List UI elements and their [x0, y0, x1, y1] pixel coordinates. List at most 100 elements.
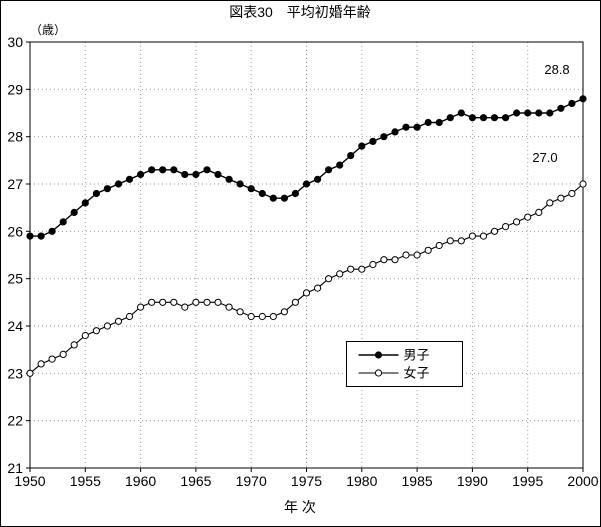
data-point [457, 237, 465, 245]
y-tick-label: 29 [7, 81, 23, 97]
data-point [302, 289, 311, 297]
data-point [502, 223, 510, 231]
x-tick-label: 1995 [512, 473, 543, 489]
annotations: 28.8 27.0 [532, 62, 569, 165]
legend-label: 女子 [404, 366, 430, 381]
data-point [579, 180, 587, 188]
data-series [26, 95, 587, 377]
data-point [170, 298, 178, 306]
data-point [214, 298, 222, 306]
data-point [490, 114, 499, 122]
data-point [203, 166, 211, 174]
x-tick-label: 1950 [14, 473, 45, 489]
data-point [269, 312, 277, 321]
data-point [258, 312, 266, 321]
legend-box [346, 341, 463, 387]
data-point [314, 284, 322, 292]
legend-label: 男子 [404, 348, 430, 363]
data-point [148, 166, 156, 174]
open-circle-icon [374, 369, 383, 377]
data-point [291, 189, 299, 198]
data-point [524, 109, 532, 117]
data-point [391, 128, 399, 136]
data-point [37, 360, 45, 368]
data-point [26, 369, 34, 377]
data-point [347, 152, 355, 160]
data-point [402, 251, 410, 259]
data-point [325, 166, 333, 174]
data-point [479, 232, 488, 240]
x-tick-label: 1990 [457, 473, 488, 489]
data-point [81, 331, 89, 340]
data-point [347, 265, 355, 273]
data-point [424, 246, 432, 254]
data-point [92, 327, 101, 335]
data-point [280, 308, 288, 316]
y-tick-label: 26 [7, 223, 23, 239]
y-tick-label: 22 [7, 413, 23, 429]
data-point [490, 227, 499, 235]
data-point [535, 109, 543, 117]
y-tick-label: 24 [7, 318, 23, 334]
data-point [247, 185, 255, 193]
data-point [413, 251, 421, 259]
data-point [192, 298, 200, 306]
chart-title: 図表30 平均初婚年齢 [229, 4, 371, 20]
data-point [479, 114, 488, 122]
data-point [37, 232, 45, 240]
data-point [468, 232, 476, 240]
data-point [181, 170, 189, 179]
data-point [546, 199, 554, 207]
y-tick-label: 28 [7, 129, 23, 145]
data-point [148, 298, 156, 306]
legend-item: 男子 [358, 348, 430, 363]
data-point [125, 312, 134, 321]
data-point [103, 322, 112, 330]
data-point [26, 232, 34, 240]
data-point [435, 241, 443, 250]
data-point [170, 166, 178, 174]
data-point [159, 298, 167, 306]
data-point [236, 180, 244, 188]
data-point [159, 166, 167, 174]
y-tick-label: 30 [7, 34, 23, 50]
data-point [557, 194, 565, 202]
filled-circle-icon [374, 351, 383, 359]
data-point [125, 175, 134, 183]
x-axis-title: 年 次 [284, 499, 316, 515]
data-point [137, 170, 145, 179]
data-point [568, 99, 576, 108]
data-point [225, 175, 233, 183]
data-point [557, 104, 565, 112]
data-point [369, 260, 377, 269]
x-tick-label: 1980 [346, 473, 377, 489]
data-point [336, 161, 344, 169]
data-point [302, 180, 311, 188]
data-point [291, 298, 299, 306]
data-point [579, 95, 587, 103]
data-point [380, 133, 388, 141]
data-point [70, 341, 78, 349]
x-tick-label: 2000 [567, 473, 598, 489]
data-point [92, 189, 101, 198]
data-point [59, 218, 67, 226]
data-point [325, 275, 333, 283]
x-tick-label: 1970 [236, 473, 267, 489]
data-point [446, 114, 454, 122]
data-point [369, 137, 377, 145]
data-point [114, 180, 123, 188]
y-tick-label: 21 [7, 460, 23, 476]
data-point [81, 199, 89, 207]
annotation-label: 28.8 [544, 62, 569, 77]
data-point [446, 237, 454, 245]
data-point [358, 142, 366, 150]
legend-item: 女子 [358, 366, 430, 381]
data-point [391, 256, 399, 264]
data-point [214, 170, 222, 179]
series-women [26, 180, 587, 377]
data-point [48, 227, 56, 235]
data-point [336, 270, 344, 278]
data-point [314, 175, 322, 183]
x-tick-label: 1975 [291, 473, 322, 489]
